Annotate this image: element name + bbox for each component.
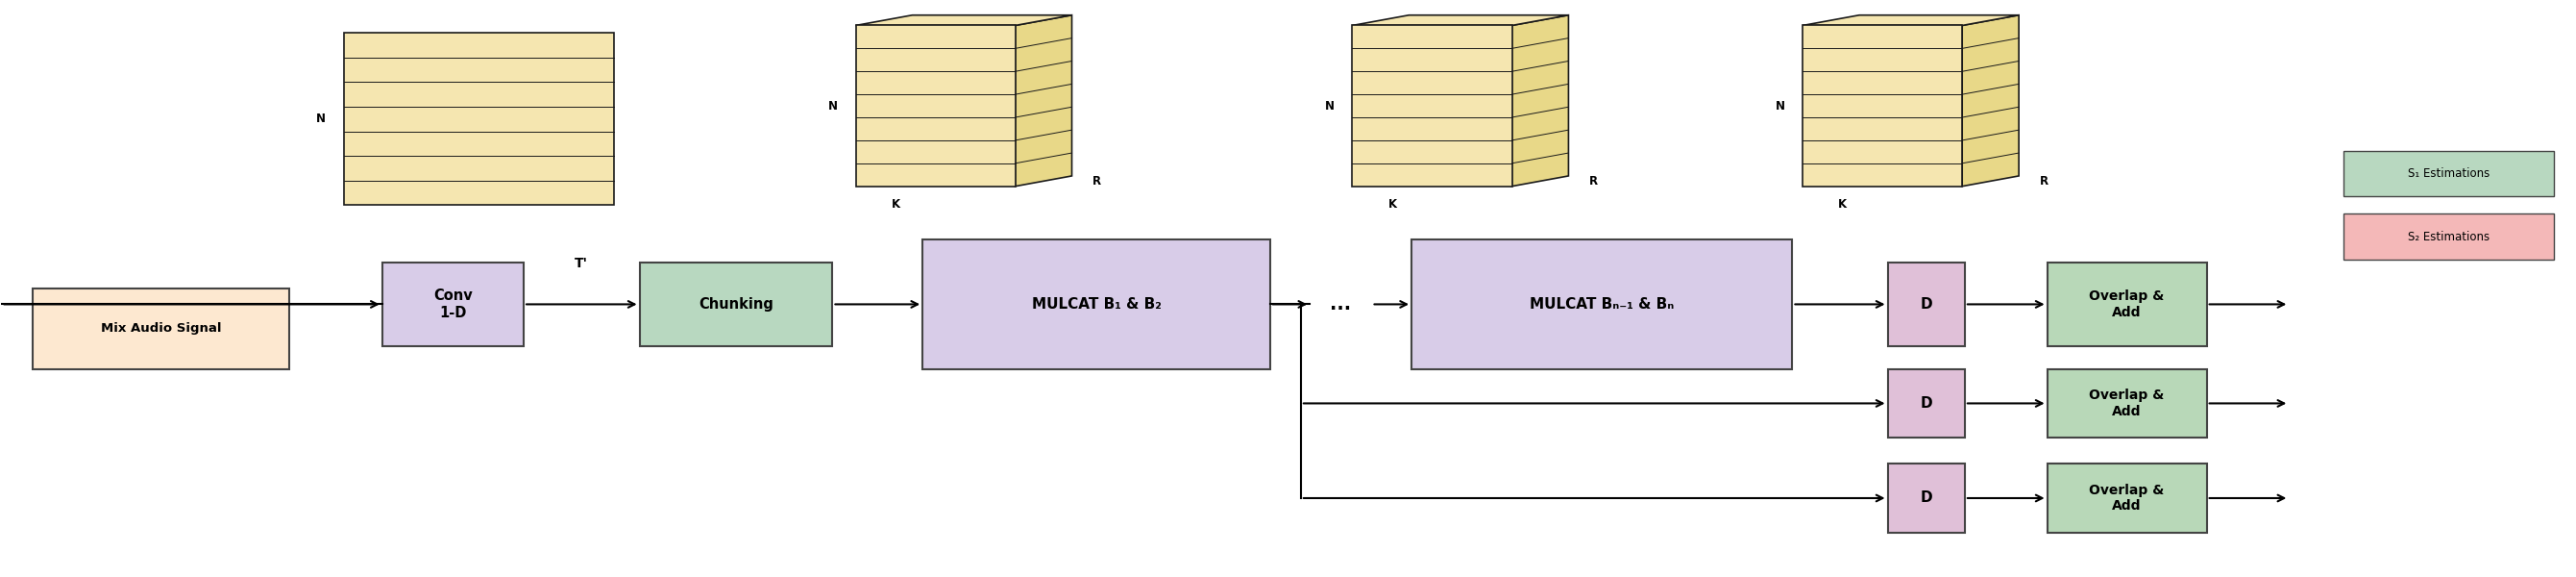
- Text: R: R: [1589, 175, 1597, 188]
- Text: D: D: [1919, 491, 1932, 505]
- Text: T': T': [574, 256, 587, 270]
- Text: N: N: [827, 100, 837, 112]
- Text: S₂ Estimations: S₂ Estimations: [2409, 231, 2488, 243]
- Text: R: R: [2040, 175, 2048, 188]
- FancyBboxPatch shape: [1888, 464, 1965, 533]
- Polygon shape: [1803, 15, 2020, 25]
- Text: N: N: [1775, 100, 1785, 112]
- FancyBboxPatch shape: [2344, 214, 2553, 260]
- Text: Overlap &
Add: Overlap & Add: [2089, 290, 2164, 319]
- FancyBboxPatch shape: [1888, 263, 1965, 346]
- Polygon shape: [1352, 15, 1569, 25]
- Text: Overlap &
Add: Overlap & Add: [2089, 389, 2164, 418]
- Text: D: D: [1919, 297, 1932, 312]
- FancyBboxPatch shape: [922, 239, 1270, 369]
- Text: Mix Audio Signal: Mix Audio Signal: [100, 323, 222, 335]
- Polygon shape: [1512, 15, 1569, 186]
- Text: K: K: [1388, 198, 1396, 210]
- Text: N: N: [1324, 100, 1334, 112]
- Text: D: D: [1919, 396, 1932, 411]
- Text: K: K: [891, 198, 899, 210]
- Polygon shape: [1015, 15, 1072, 186]
- Text: ...: ...: [1329, 295, 1352, 313]
- FancyBboxPatch shape: [2048, 263, 2208, 346]
- FancyBboxPatch shape: [381, 263, 523, 346]
- Text: K: K: [1839, 198, 1847, 210]
- Text: R: R: [1092, 175, 1100, 188]
- Text: MULCAT Bₙ₋₁ & Bₙ: MULCAT Bₙ₋₁ & Bₙ: [1530, 297, 1674, 312]
- Text: S₁ Estimations: S₁ Estimations: [2409, 167, 2488, 180]
- Text: Chunking: Chunking: [698, 297, 773, 312]
- FancyBboxPatch shape: [2048, 369, 2208, 438]
- Text: Overlap &
Add: Overlap & Add: [2089, 484, 2164, 512]
- FancyBboxPatch shape: [1412, 239, 1793, 369]
- Polygon shape: [343, 33, 613, 205]
- Text: N: N: [317, 113, 325, 125]
- FancyBboxPatch shape: [33, 288, 289, 369]
- FancyBboxPatch shape: [1888, 369, 1965, 438]
- FancyBboxPatch shape: [639, 263, 832, 346]
- Text: MULCAT B₁ & B₂: MULCAT B₁ & B₂: [1030, 297, 1162, 312]
- Text: Conv
1-D: Conv 1-D: [433, 288, 471, 320]
- Polygon shape: [1803, 25, 1963, 186]
- FancyBboxPatch shape: [2048, 464, 2208, 533]
- Polygon shape: [855, 15, 1072, 25]
- Polygon shape: [1963, 15, 2020, 186]
- Polygon shape: [1352, 25, 1512, 186]
- FancyBboxPatch shape: [2344, 151, 2553, 197]
- Polygon shape: [855, 25, 1015, 186]
